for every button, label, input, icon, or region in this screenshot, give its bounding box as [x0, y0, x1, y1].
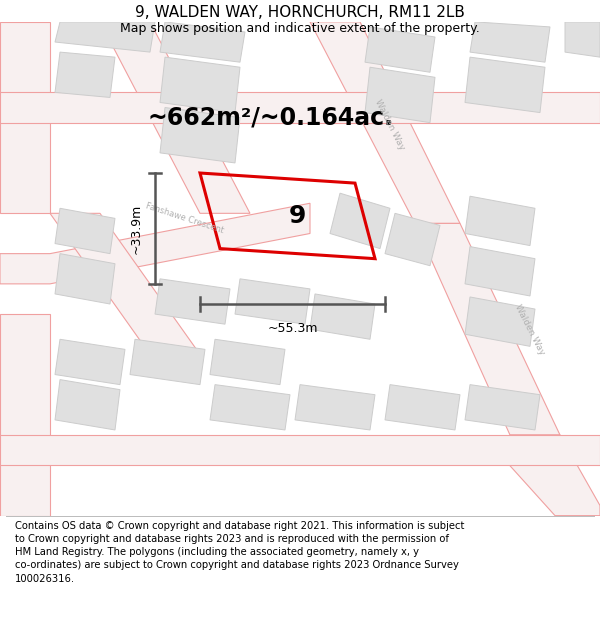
Polygon shape [565, 22, 600, 57]
Polygon shape [465, 247, 535, 296]
Polygon shape [0, 435, 600, 465]
Polygon shape [470, 22, 550, 62]
Text: ~33.9m: ~33.9m [130, 203, 143, 254]
Polygon shape [505, 435, 600, 516]
Polygon shape [0, 22, 50, 213]
Text: Contains OS data © Crown copyright and database right 2021. This information is : Contains OS data © Crown copyright and d… [15, 521, 464, 584]
Polygon shape [465, 384, 540, 430]
Text: ~55.3m: ~55.3m [267, 322, 318, 335]
Polygon shape [465, 57, 545, 112]
Text: Walden Way: Walden Way [514, 302, 547, 356]
Text: Map shows position and indicative extent of the property.: Map shows position and indicative extent… [120, 22, 480, 36]
Polygon shape [160, 107, 240, 163]
Polygon shape [0, 314, 50, 516]
Polygon shape [50, 213, 200, 354]
Polygon shape [210, 339, 285, 384]
Polygon shape [310, 22, 460, 223]
Polygon shape [55, 254, 115, 304]
Text: 9: 9 [289, 204, 306, 228]
Text: Fanshawe Crescent: Fanshawe Crescent [145, 201, 225, 235]
Polygon shape [210, 384, 290, 430]
Polygon shape [330, 193, 390, 249]
Polygon shape [310, 294, 375, 339]
Polygon shape [235, 279, 310, 324]
Polygon shape [465, 196, 535, 246]
Polygon shape [160, 22, 245, 62]
Polygon shape [385, 213, 440, 266]
Text: 9, WALDEN WAY, HORNCHURCH, RM11 2LB: 9, WALDEN WAY, HORNCHURCH, RM11 2LB [135, 5, 465, 20]
Polygon shape [55, 208, 115, 254]
Polygon shape [55, 379, 120, 430]
Polygon shape [295, 384, 375, 430]
Polygon shape [0, 203, 310, 284]
Polygon shape [415, 223, 560, 435]
Polygon shape [365, 27, 435, 72]
Polygon shape [385, 384, 460, 430]
Text: Walden Way: Walden Way [373, 98, 407, 151]
Polygon shape [55, 22, 155, 52]
Polygon shape [100, 22, 250, 213]
Polygon shape [0, 92, 600, 123]
Text: ~662m²/~0.164ac.: ~662m²/~0.164ac. [147, 106, 393, 129]
Polygon shape [55, 52, 115, 98]
Polygon shape [130, 339, 205, 384]
Polygon shape [465, 297, 535, 346]
Polygon shape [160, 57, 240, 112]
Polygon shape [365, 68, 435, 122]
Polygon shape [155, 279, 230, 324]
Polygon shape [55, 339, 125, 384]
